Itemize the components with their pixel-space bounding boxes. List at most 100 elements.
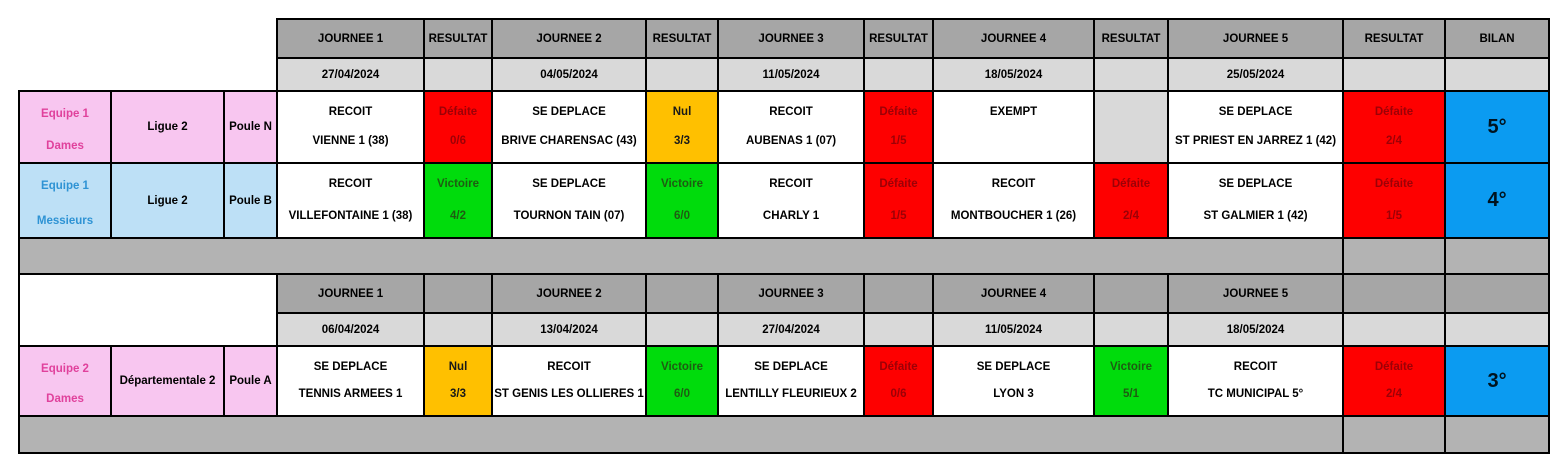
empty-date-cell — [423, 57, 494, 92]
match-opponent: VIENNE 1 (38) — [312, 135, 389, 147]
result-cell: Défaite 2/4 — [1342, 345, 1447, 417]
empty-date-cell — [645, 57, 720, 92]
journee4-header-cell: JOURNEE 4 — [932, 273, 1096, 314]
result-outcome: Victoire — [1110, 361, 1152, 373]
division-cell: Ligue 2 — [110, 90, 225, 164]
match-action: RECOIT — [991, 178, 1036, 190]
match-opponent: ST GALMIER 1 (42) — [1203, 210, 1308, 222]
date-cell: 04/05/2024 — [491, 57, 648, 92]
resultat-header-cell: RESULTAT — [645, 18, 720, 59]
empty-date-cell — [1444, 312, 1551, 347]
match-action: RECOIT — [769, 178, 813, 190]
top-left-spacer — [19, 58, 278, 91]
result-outcome: Victoire — [661, 178, 703, 190]
match-action: RECOIT — [328, 178, 373, 190]
separator-cell — [1342, 237, 1447, 275]
result-score: 6/0 — [674, 210, 691, 222]
separator-cell — [1444, 237, 1551, 275]
result-cell: Nul 3/3 — [423, 345, 494, 417]
match-cell: RECOIT MONTBOUCHER 1 (26) — [932, 162, 1096, 239]
poule-cell: Poule A — [222, 345, 279, 417]
match-action: EXEMPT — [989, 106, 1038, 118]
match-cell: EXEMPT — [932, 90, 1096, 164]
result-outcome: Victoire — [661, 361, 703, 373]
result-cell: Défaite 1/5 — [1342, 162, 1447, 239]
result-score: 2/4 — [1386, 135, 1403, 147]
team-row-equipe1-messieurs: Equipe 1 Messieurs Ligue 2 Poule B RECOI… — [18, 162, 1551, 239]
date-cell: 18/05/2024 — [932, 57, 1096, 92]
empty-date-cell — [1342, 57, 1447, 92]
result-score: 2/4 — [1386, 388, 1403, 400]
top-left-spacer — [19, 19, 278, 58]
empty-header-cell — [1093, 273, 1170, 314]
resultat-header-cell: RESULTAT — [1093, 18, 1170, 59]
empty-header-cell — [645, 273, 720, 314]
match-action: SE DEPLACE — [532, 178, 606, 190]
bilan-cell: 5° — [1444, 90, 1551, 164]
match-cell: SE DEPLACE ST GALMIER 1 (42) — [1167, 162, 1345, 239]
result-cell: Défaite 2/4 — [1342, 90, 1447, 164]
match-cell: SE DEPLACE LYON 3 — [932, 345, 1096, 417]
resultat-header-cell: RESULTAT — [863, 18, 935, 59]
team-line2: Messieurs — [36, 215, 94, 227]
match-action: RECOIT — [769, 106, 813, 118]
table2-header-spacer — [17, 273, 279, 347]
match-opponent: ST PRIEST EN JARREZ 1 (42) — [1174, 135, 1337, 147]
result-outcome: Défaite — [879, 361, 918, 373]
match-opponent: VILLEFONTAINE 1 (38) — [288, 210, 413, 222]
separator-row — [17, 415, 1551, 454]
result-score: 2/4 — [1123, 210, 1140, 222]
date-cell: 27/04/2024 — [717, 312, 866, 347]
team-line2: Dames — [46, 140, 84, 152]
match-cell: RECOIT ST GENIS LES OLLIERES 1 — [491, 345, 648, 417]
match-opponent: LENTILLY FLEURIEUX 2 — [725, 388, 857, 400]
empty-date-cell — [863, 312, 935, 347]
empty-header-cell — [1342, 273, 1447, 314]
journee5-header-cell: JOURNEE 5 — [1167, 18, 1345, 59]
result-cell: Nul 3/3 — [645, 90, 720, 164]
match-cell: RECOIT VILLEFONTAINE 1 (38) — [276, 162, 426, 239]
journee2-header-cell: JOURNEE 2 — [491, 18, 648, 59]
empty-date-cell — [863, 57, 935, 92]
journee1-header-cell: JOURNEE 1 — [276, 18, 426, 59]
result-score: 4/2 — [450, 210, 467, 222]
results-sheet: JOURNEE 1 RESULTAT JOURNEE 2 RESULTAT JO… — [17, 18, 1551, 454]
team-name-cell: Equipe 2 Dames — [18, 345, 112, 417]
result-score: 0/6 — [890, 388, 907, 400]
match-cell: SE DEPLACE BRIVE CHARENSAC (43) — [491, 90, 648, 164]
team-line1: Equipe 1 — [41, 108, 89, 120]
match-cell: SE DEPLACE TENNIS ARMEES 1 — [276, 345, 426, 417]
separator-row — [17, 237, 1551, 275]
match-action: SE DEPLACE — [754, 361, 828, 373]
separator-cell — [1444, 415, 1551, 454]
match-opponent: ST GENIS LES OLLIERES 1 — [494, 388, 644, 400]
team-line1: Equipe 1 — [41, 180, 89, 192]
team-row-equipe2-dames: Equipe 2 Dames Départementale 2 Poule A … — [18, 345, 1551, 417]
poule-cell: Poule B — [222, 162, 279, 239]
separator-cell — [1342, 415, 1447, 454]
result-score: 3/3 — [674, 135, 691, 147]
journee5-header-cell: JOURNEE 5 — [1167, 273, 1345, 314]
match-cell: RECOIT TC MUNICIPAL 5° — [1167, 345, 1345, 417]
team-line1: Equipe 2 — [41, 363, 89, 375]
result-cell — [1093, 90, 1170, 164]
result-cell: Défaite 1/5 — [863, 90, 935, 164]
empty-date-cell — [1093, 312, 1170, 347]
result-score: 6/0 — [674, 388, 691, 400]
match-action: SE DEPLACE — [1218, 178, 1293, 190]
result-cell: Victoire 5/1 — [1093, 345, 1170, 417]
result-cell: Défaite 1/5 — [863, 162, 935, 239]
empty-header-cell — [423, 273, 494, 314]
result-score: 3/3 — [450, 388, 467, 400]
match-action: RECOIT — [1233, 361, 1278, 373]
empty-header-cell — [1444, 273, 1551, 314]
empty-date-cell — [645, 312, 720, 347]
result-outcome: Défaite — [879, 106, 918, 118]
result-cell: Défaite 0/6 — [863, 345, 935, 417]
team-line2: Dames — [46, 393, 84, 405]
match-action: SE DEPLACE — [532, 106, 606, 118]
date-cell: 11/05/2024 — [717, 57, 866, 92]
result-outcome: Défaite — [438, 106, 478, 118]
match-action: RECOIT — [328, 106, 373, 118]
table1-header-row: JOURNEE 1 RESULTAT JOURNEE 2 RESULTAT JO… — [19, 18, 1551, 59]
